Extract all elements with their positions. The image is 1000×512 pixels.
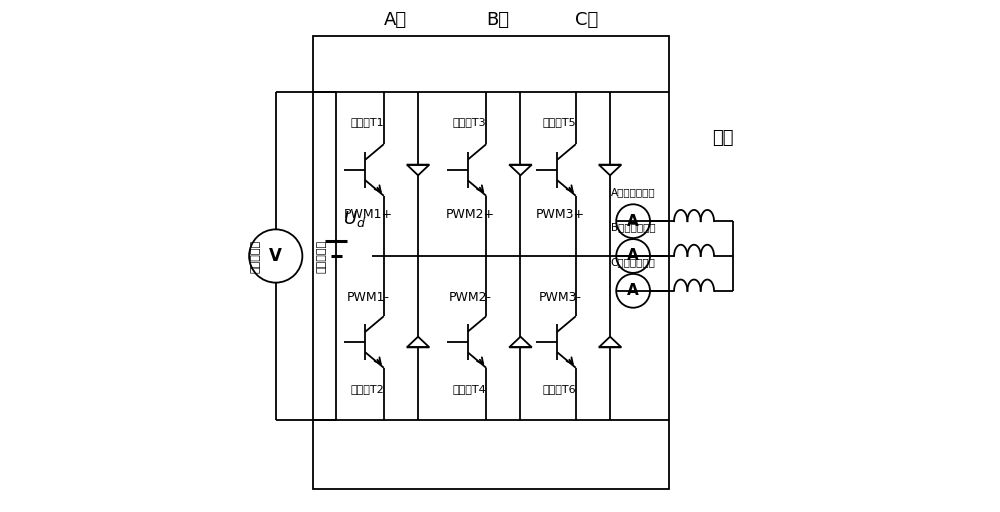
Text: 功率管T6: 功率管T6 bbox=[542, 384, 576, 394]
Text: PWM3-: PWM3- bbox=[538, 291, 581, 305]
Text: A: A bbox=[627, 283, 639, 298]
Text: 电机: 电机 bbox=[712, 129, 733, 147]
Text: 功率管T1: 功率管T1 bbox=[350, 117, 384, 127]
Text: 电源变换器: 电源变换器 bbox=[250, 240, 260, 272]
Text: 功率管T2: 功率管T2 bbox=[350, 384, 384, 394]
Bar bbox=[313, 36, 669, 489]
Text: A: A bbox=[627, 214, 639, 229]
Text: PWM1+: PWM1+ bbox=[343, 207, 392, 221]
Text: 功率管T3: 功率管T3 bbox=[452, 117, 486, 127]
Text: A: A bbox=[627, 248, 639, 264]
Text: V: V bbox=[269, 247, 282, 265]
Text: 功率管T4: 功率管T4 bbox=[452, 384, 486, 394]
Text: B相: B相 bbox=[486, 11, 509, 30]
Text: C相: C相 bbox=[575, 11, 599, 30]
Text: B相电流传感器: B相电流传感器 bbox=[611, 222, 655, 232]
Text: A相: A相 bbox=[383, 11, 407, 30]
Text: $U_d$: $U_d$ bbox=[343, 209, 366, 229]
Text: PWM2+: PWM2+ bbox=[446, 207, 495, 221]
Text: PWM1-: PWM1- bbox=[346, 291, 389, 305]
Text: C相电流传感器: C相电流传感器 bbox=[611, 257, 656, 267]
Text: 滤波电容器: 滤波电容器 bbox=[317, 240, 327, 272]
Text: PWM3+: PWM3+ bbox=[535, 207, 584, 221]
Text: PWM2-: PWM2- bbox=[449, 291, 492, 305]
Text: A相电流传感器: A相电流传感器 bbox=[611, 187, 655, 197]
Text: 功率管T5: 功率管T5 bbox=[542, 117, 576, 127]
